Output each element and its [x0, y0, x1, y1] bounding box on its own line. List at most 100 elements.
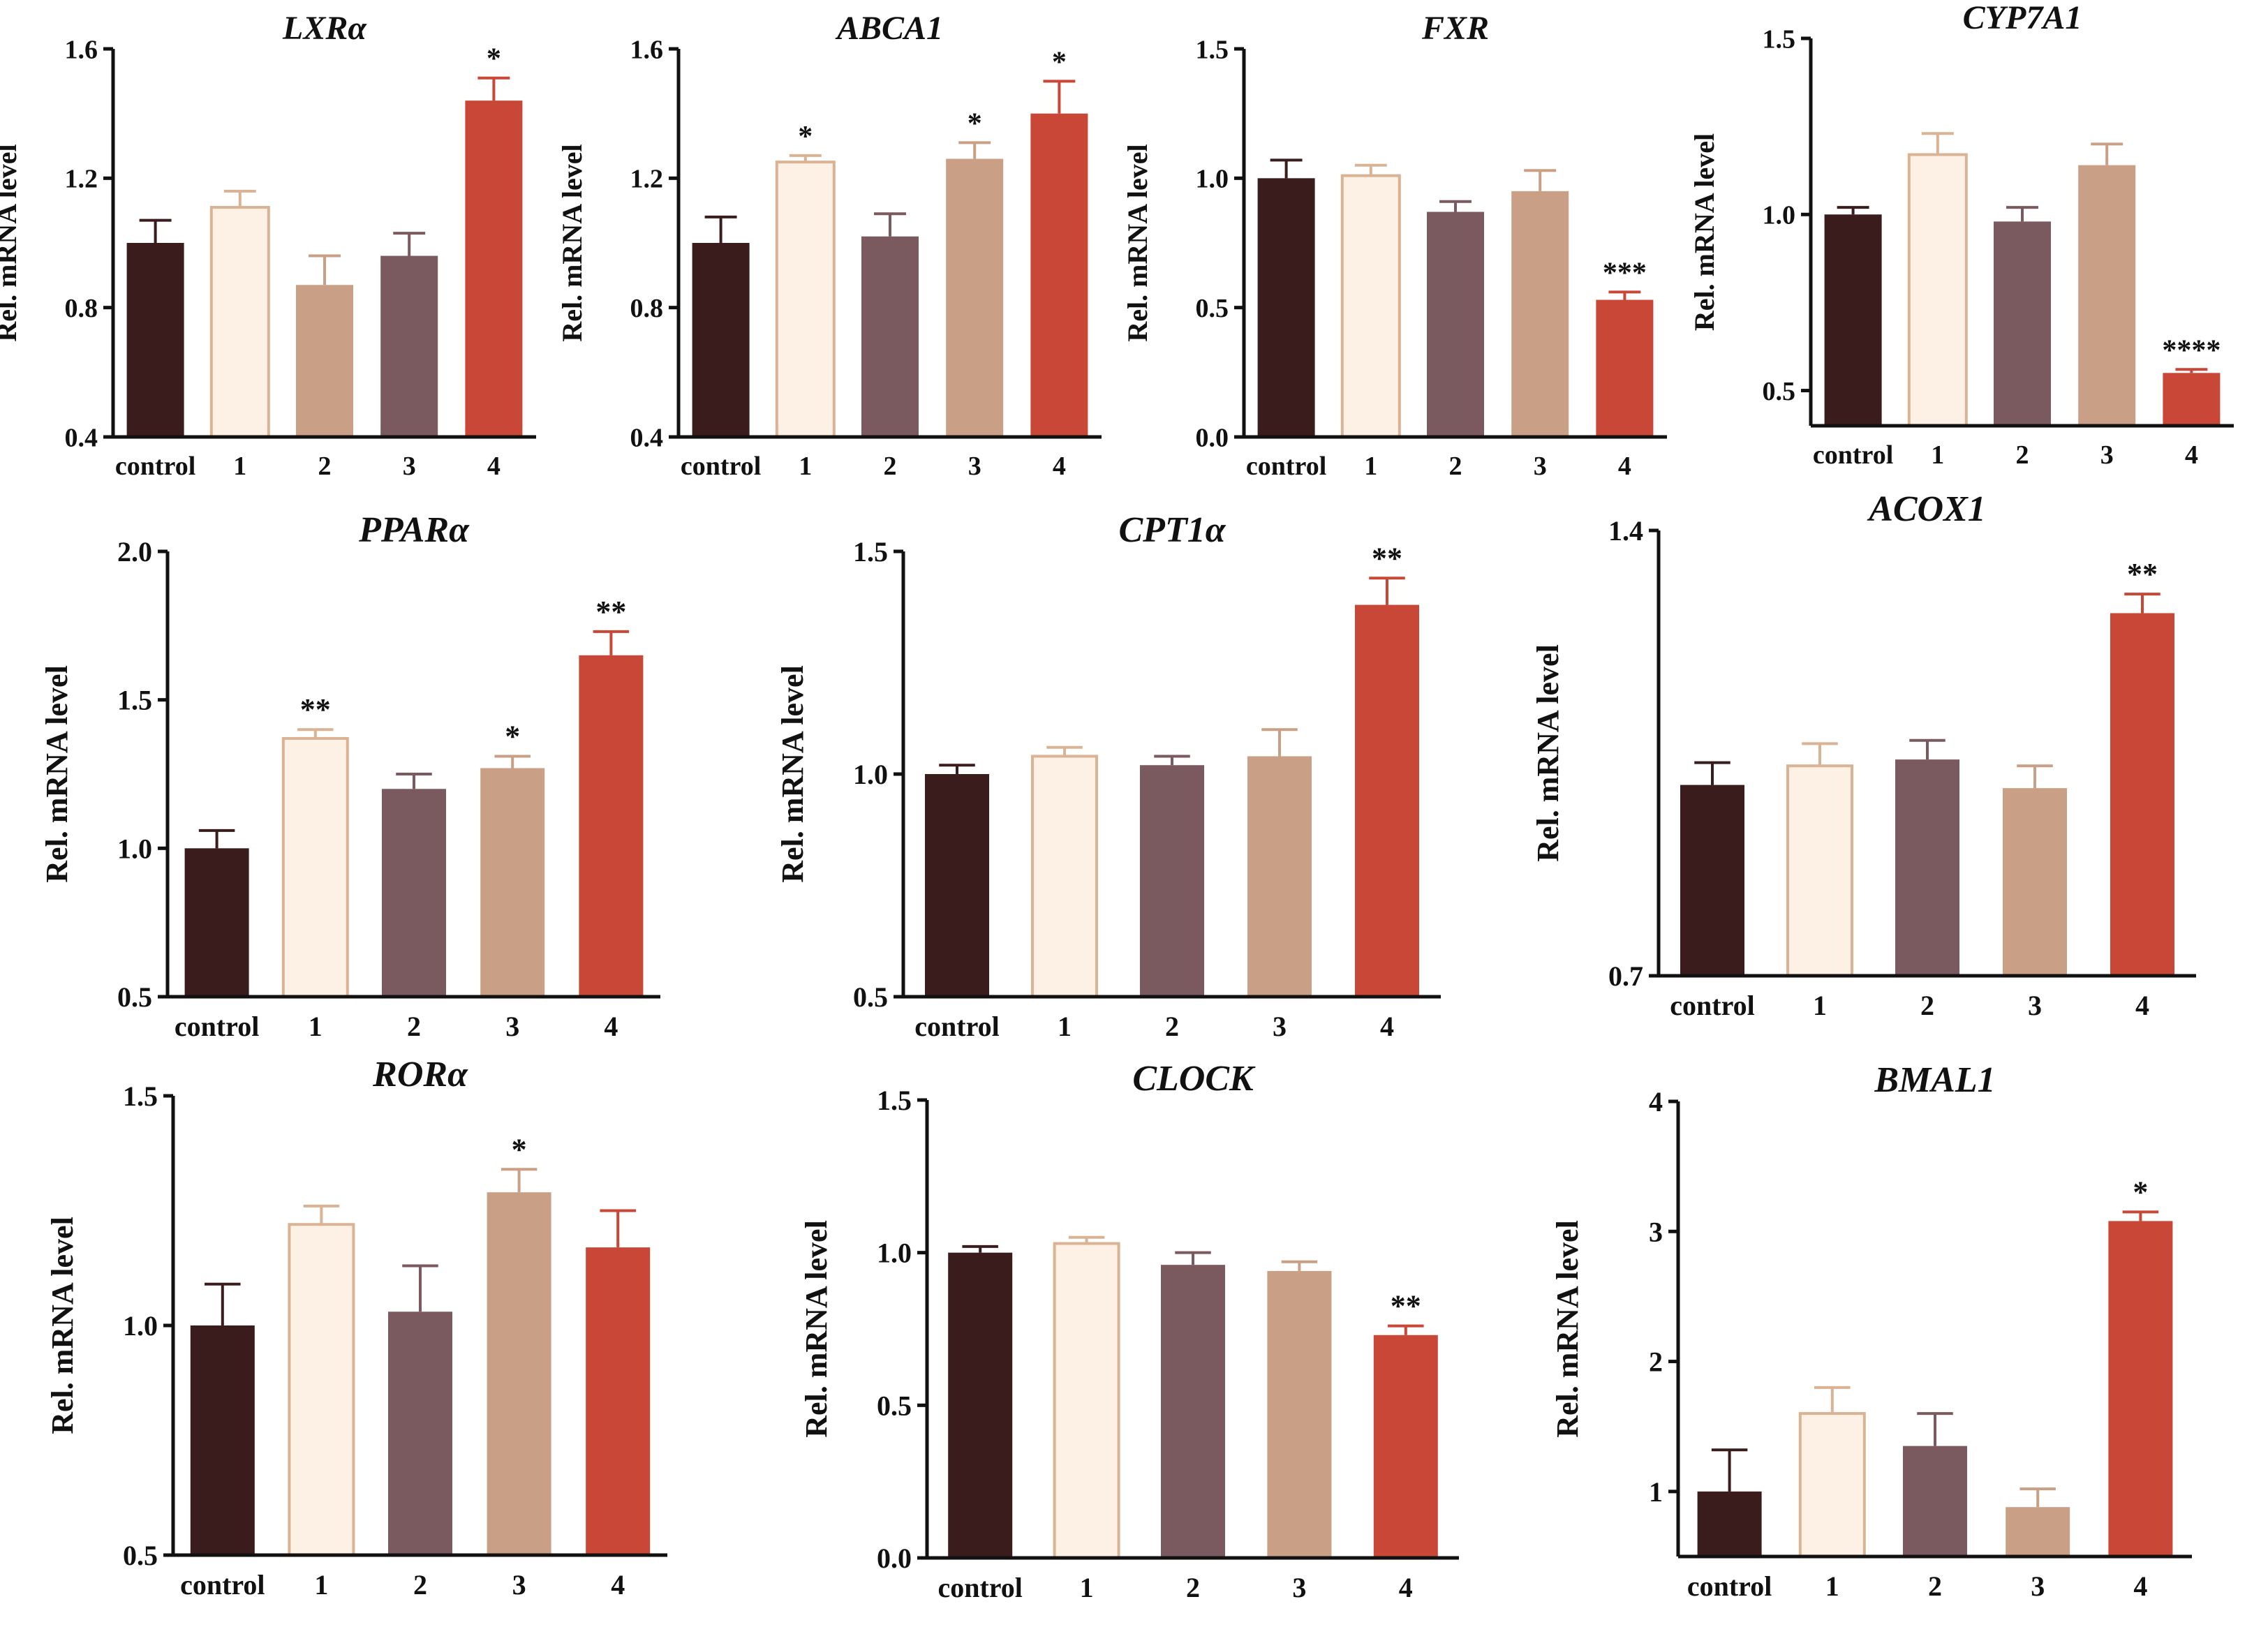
- chart-panel-2: control * 1 2 * 3 * 4 0.4 0.8 1.2 1.6 ABCA1 Rel. mRNA…: [556, 10, 1102, 481]
- chart-title: BMAL1: [1874, 1060, 1995, 1100]
- category-label: control: [1687, 1570, 1772, 1602]
- category-label: control: [1246, 452, 1326, 481]
- bar: [946, 158, 1004, 438]
- bar: [487, 1192, 551, 1555]
- chart-panel-4: control 1 2 3 **** 4 0.5 1.0 1.5 CYP7A1 Rel. mRNA …: [1689, 0, 2234, 470]
- bar: [288, 1223, 355, 1557]
- y-axis-label: Rel. mRNA level: [1122, 144, 1153, 341]
- y-tick-label: 1.0: [123, 1310, 158, 1342]
- significance-marker: *: [512, 1132, 527, 1166]
- bar: [692, 243, 750, 437]
- significance-marker: *: [968, 107, 982, 140]
- significance-marker: *: [2133, 1175, 2148, 1209]
- category-label: 4: [2135, 990, 2149, 1021]
- y-tick-label: 1.2: [65, 165, 98, 194]
- category-label: 3: [2100, 440, 2114, 470]
- significance-marker: **: [300, 692, 331, 727]
- chart-panel-8: control 1 2 * 3 4 0.5 1.0 1.5 RORα Rel. mRNA level: [45, 1055, 667, 1600]
- chart-title: PPARα: [358, 510, 470, 550]
- y-tick-label: 1.6: [65, 35, 98, 64]
- bar: [380, 255, 438, 437]
- category-label: 3: [1292, 1572, 1306, 1603]
- category-label: 4: [1380, 1011, 1394, 1042]
- bar: [1798, 1412, 1866, 1558]
- bar: [775, 161, 836, 439]
- y-tick-label: 1.0: [117, 833, 152, 864]
- chart-title: CLOCK: [1132, 1059, 1256, 1099]
- significance-marker: ***: [1603, 257, 1647, 289]
- y-tick-label: 0.5: [1763, 377, 1796, 406]
- category-label: 1: [314, 1569, 328, 1600]
- bar: [1257, 178, 1315, 438]
- category-label: 2: [1920, 990, 1934, 1021]
- chart-title: ACOX1: [1867, 489, 1986, 529]
- category-label: 3: [505, 1011, 519, 1042]
- significance-marker: *: [1052, 46, 1067, 78]
- y-tick-label: 3: [1649, 1216, 1663, 1247]
- chart-panel-6: control 1 2 3 ** 4 0.5 1.0 1.5 CPT1α Rel. mRNA lev…: [776, 510, 1441, 1042]
- bar: [1994, 221, 2051, 426]
- bar: [579, 655, 644, 997]
- chart-title: CYP7A1: [1963, 0, 2082, 36]
- category-label: control: [681, 452, 761, 481]
- category-label: 3: [2028, 990, 2042, 1021]
- category-label: 3: [403, 452, 416, 481]
- chart-panel-9: control 1 2 3 ** 4 0.0 0.5 1.0 1.5 CLOCK Rel. mRNA …: [799, 1059, 1459, 1603]
- y-tick-label: 4: [1649, 1086, 1663, 1117]
- y-tick-label: 0.7: [1608, 960, 1643, 992]
- y-tick-label: 1.6: [630, 35, 664, 64]
- y-axis-label: Rel. mRNA level: [40, 665, 74, 883]
- chart-title: ABCA1: [835, 10, 943, 47]
- bar: [1427, 211, 1484, 437]
- category-label: 1: [799, 452, 812, 481]
- category-label: control: [175, 1011, 259, 1042]
- bar: [1907, 153, 1968, 427]
- bar: [1824, 214, 1882, 426]
- bar: [1267, 1270, 1332, 1558]
- category-label: control: [115, 452, 195, 481]
- bar: [1786, 764, 1853, 977]
- significance-marker: *: [798, 121, 813, 153]
- y-tick-label: 0.5: [853, 981, 888, 1013]
- y-axis-label: Rel. mRNA level: [1689, 133, 1720, 331]
- category-label: 4: [2133, 1570, 2147, 1602]
- y-tick-label: 0.8: [630, 294, 664, 323]
- category-label: 1: [233, 452, 246, 481]
- y-tick-label: 0.0: [877, 1543, 912, 1574]
- y-axis-label: Rel. mRNA level: [0, 144, 22, 341]
- category-label: 2: [318, 452, 332, 481]
- bar: [1511, 191, 1569, 437]
- chart-title: RORα: [372, 1055, 468, 1094]
- y-tick-label: 1.5: [117, 685, 152, 716]
- category-label: 2: [2016, 440, 2029, 470]
- category-label: control: [1813, 440, 1893, 470]
- chart-panel-10: control 1 2 3 * 4 1 2 3 4 BMAL1 Rel. mRNA level: [1550, 1060, 2192, 1602]
- significance-marker: **: [1391, 1289, 1421, 1323]
- bar: [1697, 1491, 1762, 1557]
- y-tick-label: 0.8: [65, 294, 98, 323]
- category-label: 4: [611, 1569, 625, 1600]
- bar: [126, 243, 184, 437]
- chart-title: LXRα: [282, 10, 367, 47]
- category-label: 4: [487, 452, 501, 481]
- bar: [1031, 755, 1098, 998]
- significance-marker: **: [2127, 557, 2158, 591]
- bar: [281, 736, 349, 998]
- bar: [2108, 1221, 2173, 1557]
- significance-marker: ****: [2162, 334, 2221, 366]
- category-label: 2: [1165, 1011, 1179, 1042]
- y-tick-label: 1.5: [1196, 35, 1229, 64]
- chart-panel-1: control 1 2 3 * 4 0.4 0.8 1.2 1.6 LXRα Rel. mRNA le…: [0, 10, 536, 481]
- significance-marker: *: [505, 719, 520, 753]
- bar: [1895, 759, 1959, 976]
- significance-marker: *: [487, 43, 501, 75]
- y-tick-label: 1.5: [853, 536, 888, 567]
- y-tick-label: 1.5: [1763, 24, 1796, 54]
- category-label: 3: [968, 452, 981, 481]
- y-tick-label: 1.0: [1196, 165, 1229, 194]
- y-tick-label: 0.5: [877, 1390, 912, 1421]
- y-tick-label: 2: [1649, 1346, 1663, 1378]
- bar: [948, 1252, 1013, 1558]
- y-tick-label: 0.5: [117, 981, 152, 1013]
- bar: [209, 206, 270, 438]
